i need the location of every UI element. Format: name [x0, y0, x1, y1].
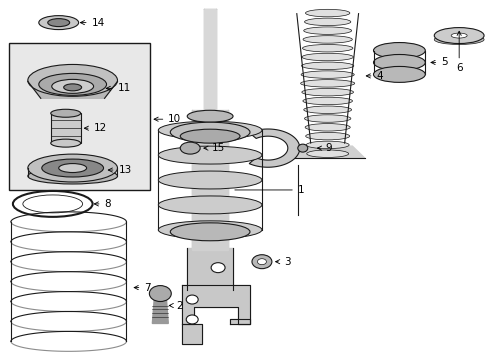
Text: 13: 13: [108, 165, 131, 175]
Ellipse shape: [28, 64, 117, 96]
Ellipse shape: [305, 132, 349, 140]
Ellipse shape: [149, 285, 171, 302]
Ellipse shape: [28, 154, 117, 182]
Text: 12: 12: [84, 123, 106, 133]
Ellipse shape: [300, 80, 354, 87]
Ellipse shape: [28, 168, 117, 184]
Ellipse shape: [186, 295, 198, 304]
Ellipse shape: [39, 15, 79, 30]
Polygon shape: [182, 285, 249, 324]
Ellipse shape: [63, 84, 81, 91]
Ellipse shape: [187, 110, 233, 122]
Ellipse shape: [303, 27, 351, 34]
Ellipse shape: [48, 19, 69, 27]
Ellipse shape: [59, 163, 86, 172]
Polygon shape: [192, 110, 227, 250]
Text: 6: 6: [455, 31, 462, 73]
Ellipse shape: [158, 171, 262, 189]
Ellipse shape: [158, 196, 262, 214]
Text: 9: 9: [317, 143, 332, 153]
Ellipse shape: [373, 42, 425, 58]
Text: 10: 10: [154, 114, 181, 124]
Ellipse shape: [303, 36, 351, 43]
Ellipse shape: [302, 45, 352, 52]
Ellipse shape: [450, 33, 466, 38]
Ellipse shape: [41, 159, 103, 177]
Ellipse shape: [39, 73, 106, 95]
Ellipse shape: [301, 71, 353, 78]
Polygon shape: [290, 146, 364, 158]
Ellipse shape: [301, 62, 353, 69]
Text: 2: 2: [169, 301, 183, 311]
Ellipse shape: [170, 223, 249, 241]
Ellipse shape: [305, 141, 348, 149]
Polygon shape: [249, 129, 299, 167]
Ellipse shape: [51, 139, 81, 147]
Text: 4: 4: [366, 71, 382, 81]
Polygon shape: [229, 319, 249, 324]
Ellipse shape: [304, 115, 350, 122]
Ellipse shape: [297, 144, 307, 152]
Ellipse shape: [170, 122, 249, 142]
Ellipse shape: [304, 18, 350, 26]
Ellipse shape: [52, 80, 93, 93]
Ellipse shape: [158, 121, 262, 139]
Ellipse shape: [373, 67, 425, 82]
Text: 11: 11: [106, 84, 130, 93]
Text: 1: 1: [234, 185, 304, 195]
Ellipse shape: [303, 106, 351, 113]
Ellipse shape: [180, 142, 200, 154]
Text: 14: 14: [80, 18, 104, 28]
Ellipse shape: [306, 150, 348, 157]
Ellipse shape: [251, 255, 271, 269]
Ellipse shape: [433, 35, 483, 45]
Ellipse shape: [211, 263, 224, 273]
Ellipse shape: [180, 129, 240, 143]
Polygon shape: [28, 81, 117, 98]
Polygon shape: [182, 324, 202, 345]
Ellipse shape: [257, 259, 266, 265]
Ellipse shape: [302, 53, 353, 61]
Text: 7: 7: [134, 283, 151, 293]
Text: 3: 3: [275, 257, 290, 267]
Ellipse shape: [23, 195, 82, 213]
Polygon shape: [152, 298, 168, 323]
Text: 5: 5: [430, 58, 447, 67]
Ellipse shape: [186, 315, 198, 324]
Polygon shape: [203, 9, 216, 118]
Ellipse shape: [302, 97, 352, 105]
Ellipse shape: [158, 146, 262, 164]
Ellipse shape: [433, 28, 483, 44]
Ellipse shape: [51, 109, 81, 117]
Polygon shape: [187, 248, 233, 289]
Ellipse shape: [301, 89, 353, 96]
Text: 8: 8: [94, 199, 111, 209]
Ellipse shape: [158, 221, 262, 239]
Ellipse shape: [305, 123, 349, 131]
Ellipse shape: [305, 9, 349, 17]
Bar: [9, 42, 150, 190]
Ellipse shape: [373, 54, 425, 71]
Text: 15: 15: [203, 143, 225, 153]
Bar: [51, 113, 81, 143]
